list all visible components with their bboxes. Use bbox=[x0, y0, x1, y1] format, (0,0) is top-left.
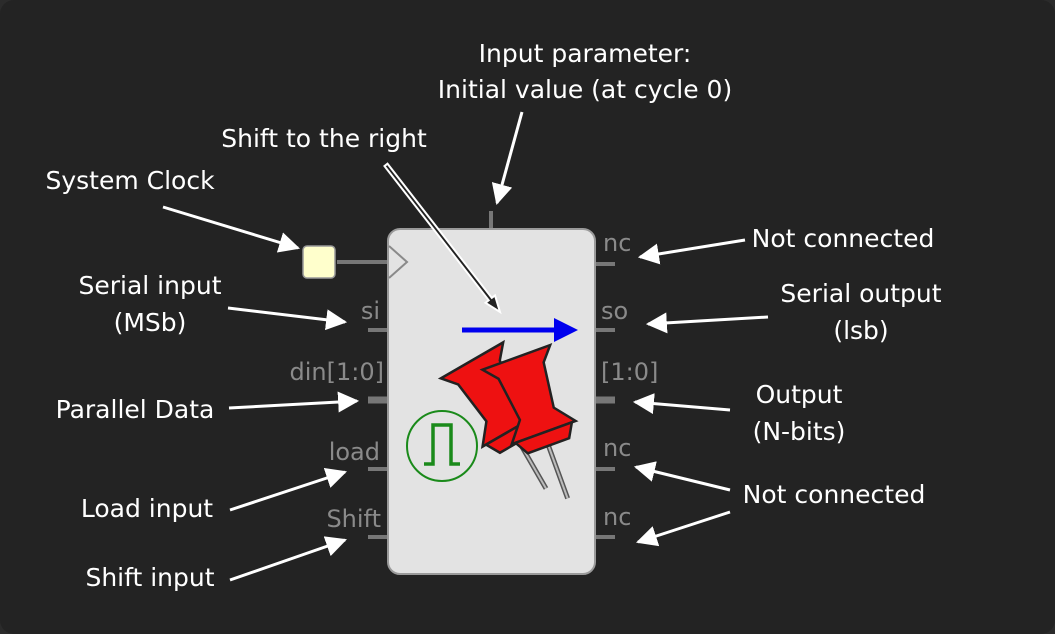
callout-arrows bbox=[162, 111, 769, 582]
pin-label-out: [1:0] bbox=[601, 358, 658, 386]
not-connected-top-label: Not connected bbox=[752, 224, 935, 253]
serial-output-label-2: (lsb) bbox=[833, 316, 888, 345]
system-clock-label: System Clock bbox=[45, 166, 215, 195]
arrow-shift-input bbox=[229, 536, 347, 582]
output-label-1: Output bbox=[756, 380, 843, 409]
pin-label-si: si bbox=[361, 297, 380, 325]
pin-label-nc-top: nc bbox=[603, 229, 631, 257]
arrow-system-clock bbox=[162, 205, 301, 253]
pin-label-load: load bbox=[329, 438, 380, 466]
pin-label-so: so bbox=[601, 297, 628, 325]
arrow-shift-right bbox=[383, 162, 502, 315]
shift-input-label: Shift input bbox=[85, 563, 214, 592]
shift-right-arrow-icon bbox=[462, 318, 578, 342]
clock-input-square[interactable] bbox=[302, 245, 336, 279]
pin-label-nc-bot: nc bbox=[603, 503, 631, 531]
arrow-not-connected-mid bbox=[633, 461, 731, 492]
arrow-serial-output bbox=[645, 312, 769, 334]
output-label-2: (N-bits) bbox=[753, 417, 846, 446]
arrow-not-connected-top bbox=[637, 238, 746, 265]
serial-input-label-1: Serial input bbox=[79, 271, 222, 300]
clock-edge-triangle bbox=[388, 245, 409, 279]
pin-label-shift: Shift bbox=[326, 505, 381, 533]
arrow-not-connected-bot bbox=[636, 510, 731, 547]
pin-label-nc-mid: nc bbox=[603, 434, 631, 462]
pushpin-icon bbox=[437, 339, 579, 500]
serial-input-label-2: (MSb) bbox=[114, 308, 187, 337]
input-parameter-label-1: Input parameter: bbox=[479, 39, 692, 68]
arrow-output bbox=[632, 393, 731, 415]
arrow-serial-input bbox=[227, 306, 348, 331]
load-input-label: Load input bbox=[81, 494, 213, 523]
arrow-parallel-data bbox=[228, 391, 360, 413]
parallel-data-label: Parallel Data bbox=[56, 395, 215, 424]
arrow-load-input bbox=[229, 467, 347, 512]
input-parameter-label-2: Initial value (at cycle 0) bbox=[438, 75, 732, 104]
serial-output-label-1: Serial output bbox=[780, 279, 941, 308]
pin-labels: si din[1:0] load Shift nc so [1:0] nc nc bbox=[290, 229, 659, 533]
pin-label-din: din[1:0] bbox=[290, 358, 384, 386]
shift-right-label: Shift to the right bbox=[221, 124, 427, 153]
not-connected-bottom-label: Not connected bbox=[743, 480, 926, 509]
pin-stubs bbox=[337, 211, 615, 539]
annotation-labels: Input parameter: Initial value (at cycle… bbox=[45, 39, 941, 592]
clock-pulse-icon bbox=[406, 410, 478, 482]
arrow-input-parameter bbox=[491, 111, 524, 206]
